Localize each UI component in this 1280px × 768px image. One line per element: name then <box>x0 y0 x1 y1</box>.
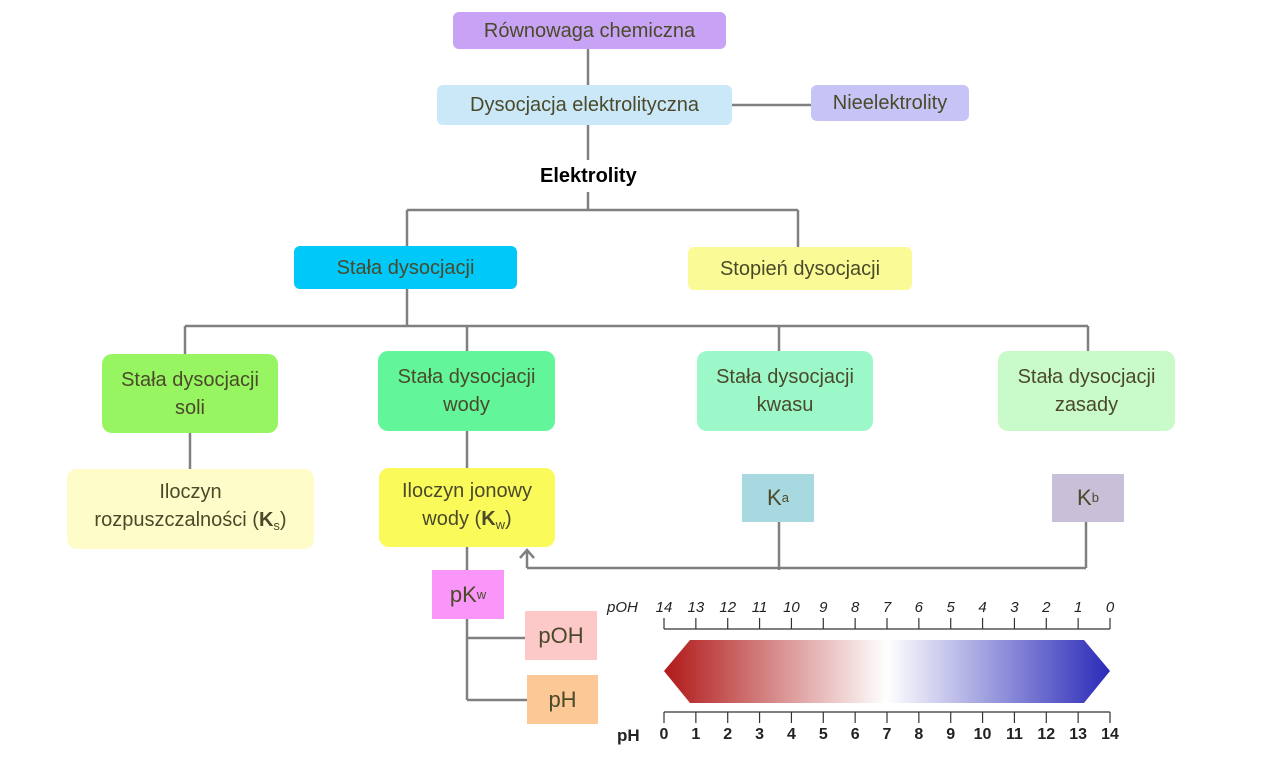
node-label: pK <box>449 581 477 607</box>
poh-tick-label: 5 <box>946 599 955 616</box>
node-label: Równowaga chemiczna <box>483 19 696 42</box>
node-label: Stała dysocjacji <box>716 366 854 388</box>
ph-tick-label: 3 <box>755 726 765 743</box>
poh-tick-label: 8 <box>850 599 860 616</box>
node-nieelektrolity: Nieelektrolity <box>811 85 969 121</box>
ph-tick-label: 4 <box>786 726 796 743</box>
subscript: b <box>1091 490 1099 505</box>
node-label: ) <box>279 509 287 531</box>
node-label: pH <box>548 686 577 712</box>
node-label: kwasu <box>756 394 814 416</box>
poh-axis-label: pOH <box>607 599 638 616</box>
node-dysocjacja: Dysocjacja elektrolityczna <box>437 85 732 125</box>
node-label: Stała dysocjacji <box>397 366 536 388</box>
ph-tick-label: 8 <box>914 726 924 743</box>
poh-tick-label: 9 <box>819 599 828 616</box>
node-label: wody ( <box>422 507 482 530</box>
ph-tick-label: 1 <box>691 726 701 743</box>
poh-tick-label: 0 <box>1105 599 1115 616</box>
node-label: ) <box>505 507 512 530</box>
ph-tick-label: 0 <box>659 726 669 743</box>
node-poh: pOH <box>525 611 597 660</box>
node-label: Dysocjacja elektrolityczna <box>470 94 699 116</box>
node-label: Nieelektrolity <box>832 92 948 114</box>
node-ph: pH <box>527 675 598 724</box>
node-stala-soli: Stała dysocjacji soli <box>102 354 278 433</box>
node-iloczyn-jonowy: Iloczyn jonowy wody (Kw) <box>379 468 555 547</box>
node-label: Iloczyn <box>159 481 222 503</box>
ph-tick-label: 12 <box>1037 726 1056 743</box>
subscript: w <box>476 586 487 602</box>
symbol-k: K <box>258 509 274 531</box>
poh-tick-label: 13 <box>687 599 705 616</box>
node-label: K <box>1077 485 1092 510</box>
node-stala-dysocjacji: Stała dysocjacji <box>294 246 517 289</box>
ph-tick-label: 6 <box>850 726 860 743</box>
subscript: a <box>781 490 789 505</box>
node-label: Stała dysocjacji <box>1017 366 1156 388</box>
poh-tick-label: 4 <box>978 599 987 616</box>
node-label: Stopień dysocjacji <box>719 257 881 280</box>
ph-tick-label: 11 <box>1005 726 1023 743</box>
poh-tick-label: 6 <box>914 599 924 616</box>
poh-tick-label: 11 <box>751 599 768 616</box>
ph-tick-label: 9 <box>946 726 956 743</box>
node-rownowaga-chemiczna: Równowaga chemiczna <box>453 12 726 49</box>
ph-gradient-bar <box>664 640 1110 703</box>
subscript: w <box>495 516 506 532</box>
symbol-k: K <box>481 507 496 530</box>
poh-tick-label: 3 <box>1010 599 1019 616</box>
poh-tick-label: 2 <box>1042 599 1051 616</box>
node-pkw: pK w <box>432 570 504 619</box>
node-label: Iloczyn jonowy <box>401 479 533 502</box>
ph-tick-label: 10 <box>973 726 992 743</box>
node-label: soli <box>174 396 205 419</box>
node-label: Stała dysocjacji <box>121 368 259 391</box>
ph-axis-label: pH <box>617 726 640 745</box>
node-iloczyn-rozpuszczalnosci: Iloczyn rozpuszczalności (Ks) <box>67 469 314 549</box>
node-label: pOH <box>538 622 584 648</box>
node-stala-zasady: Stała dysocjacji zasady <box>998 351 1175 431</box>
ph-tick-label: 2 <box>723 726 733 743</box>
node-label: zasady <box>1054 394 1119 416</box>
poh-tick-label: 10 <box>783 599 800 616</box>
ph-tick-label: 14 <box>1101 726 1119 743</box>
poh-tick-label: 1 <box>1073 599 1083 616</box>
node-label: Stała dysocjacji <box>336 256 475 279</box>
ph-tick-label: 5 <box>818 726 828 743</box>
poh-tick-label: 12 <box>719 599 737 616</box>
node-stala-wody: Stała dysocjacji wody <box>378 351 555 431</box>
node-stala-kwasu: Stała dysocjacji kwasu <box>697 351 873 431</box>
label-elektrolity: Elektrolity <box>540 165 637 187</box>
ph-tick-label: 13 <box>1069 726 1088 743</box>
node-label: wody <box>443 394 490 416</box>
poh-tick-label: 7 <box>882 599 892 616</box>
subscript: s <box>273 518 280 533</box>
ph-tick-label: 7 <box>882 726 892 743</box>
node-label: K <box>767 485 782 510</box>
node-label: rozpuszczalności ( <box>94 509 259 531</box>
poh-tick-label: 14 <box>655 599 673 616</box>
node-stopien-dysocjacji: Stopień dysocjacji <box>688 247 912 290</box>
